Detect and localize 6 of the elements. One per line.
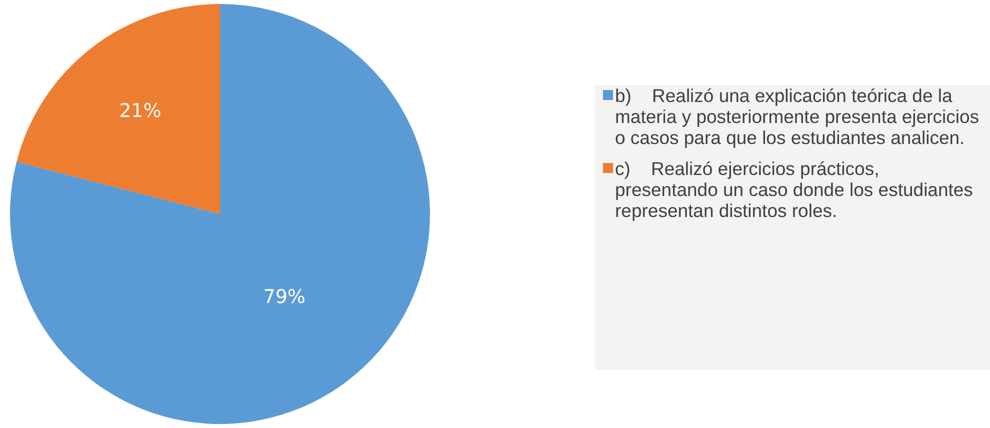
pie-slice <box>10 4 430 424</box>
data-label: 21% <box>119 100 162 122</box>
legend-label: c) Realizó ejercicios prácticos, presentando un caso donde los estudiantes representan distintos roles. <box>615 158 974 221</box>
legend-label: b) Realizó una explicación teórica de la materia y posteriormente presenta ejercicios o casos para que los estudiantes analicen. <box>615 85 980 148</box>
pie-slice <box>16 4 220 214</box>
data-label: 79% <box>263 286 306 308</box>
